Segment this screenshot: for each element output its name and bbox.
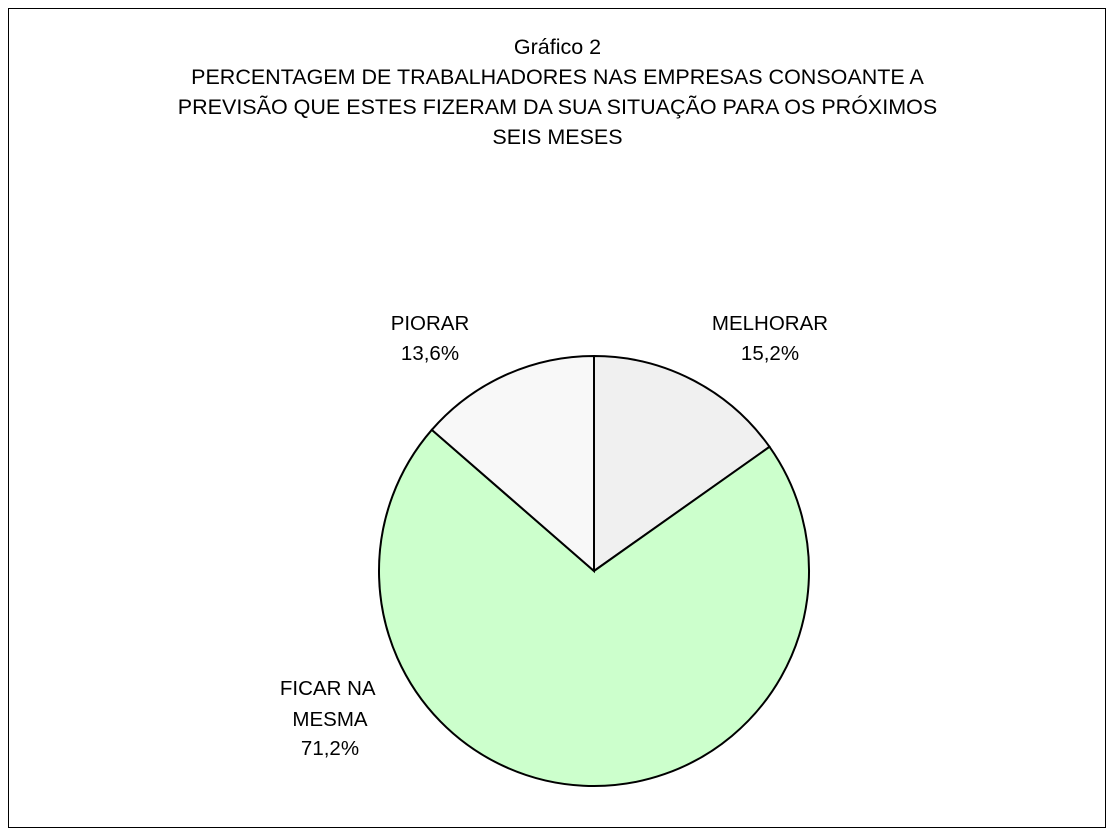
label-line: MELHORAR: [712, 312, 828, 335]
slice-category-label: MELHORAR: [712, 312, 828, 335]
label-line: PIORAR: [391, 312, 470, 335]
pie-slice: [430, 354, 595, 574]
pie-slice: [378, 428, 810, 787]
label-line: MESMA: [292, 708, 368, 731]
chart-title: Gráfico 2: [513, 35, 602, 59]
chart-subtitle: PERCENTAGEM DE TRABALHADORES NAS EMPRESA…: [177, 65, 938, 149]
slice-value-label: 13,6%: [401, 342, 459, 365]
label-line: FICAR NA: [280, 677, 380, 700]
slice-category-label: FICAR NA MESMA: [280, 677, 380, 731]
slice-value-label: 15,2%: [741, 342, 799, 365]
titles: Gráfico 2 PERCENTAGEM DE TRABALHADORES N…: [0, 32, 1115, 152]
slice-category-label: PIORAR: [391, 312, 470, 335]
slice-value-label: 71,2%: [301, 737, 359, 760]
pie-slice: [593, 354, 771, 573]
